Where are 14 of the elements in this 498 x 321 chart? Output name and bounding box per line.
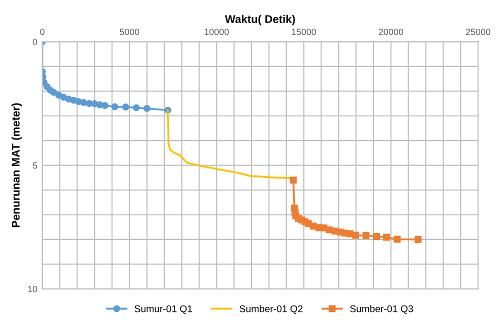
y-tick-label: 10 — [28, 286, 38, 292]
x-tick-label: 20000 — [378, 28, 404, 36]
legend-label: Sumber-01 Q2 — [240, 305, 303, 314]
y-tick-label: 0 — [32, 38, 38, 46]
x-tick-label: 25000 — [466, 28, 490, 36]
x-tick-label: 0 — [40, 28, 44, 36]
y-axis-title: Penurunan MAT (meter) — [12, 103, 22, 228]
x-tick-label: 15000 — [292, 28, 316, 36]
legend-label: Sumur-01 Q1 — [134, 305, 192, 314]
x-tick-label: 10000 — [204, 28, 229, 36]
x-tick-label: 5000 — [120, 28, 140, 36]
y-tick-label: 5 — [32, 162, 38, 169]
x-axis-title: Waktu( Detik) — [224, 14, 295, 26]
legend-label: Sumber-01 Q3 — [350, 305, 413, 314]
